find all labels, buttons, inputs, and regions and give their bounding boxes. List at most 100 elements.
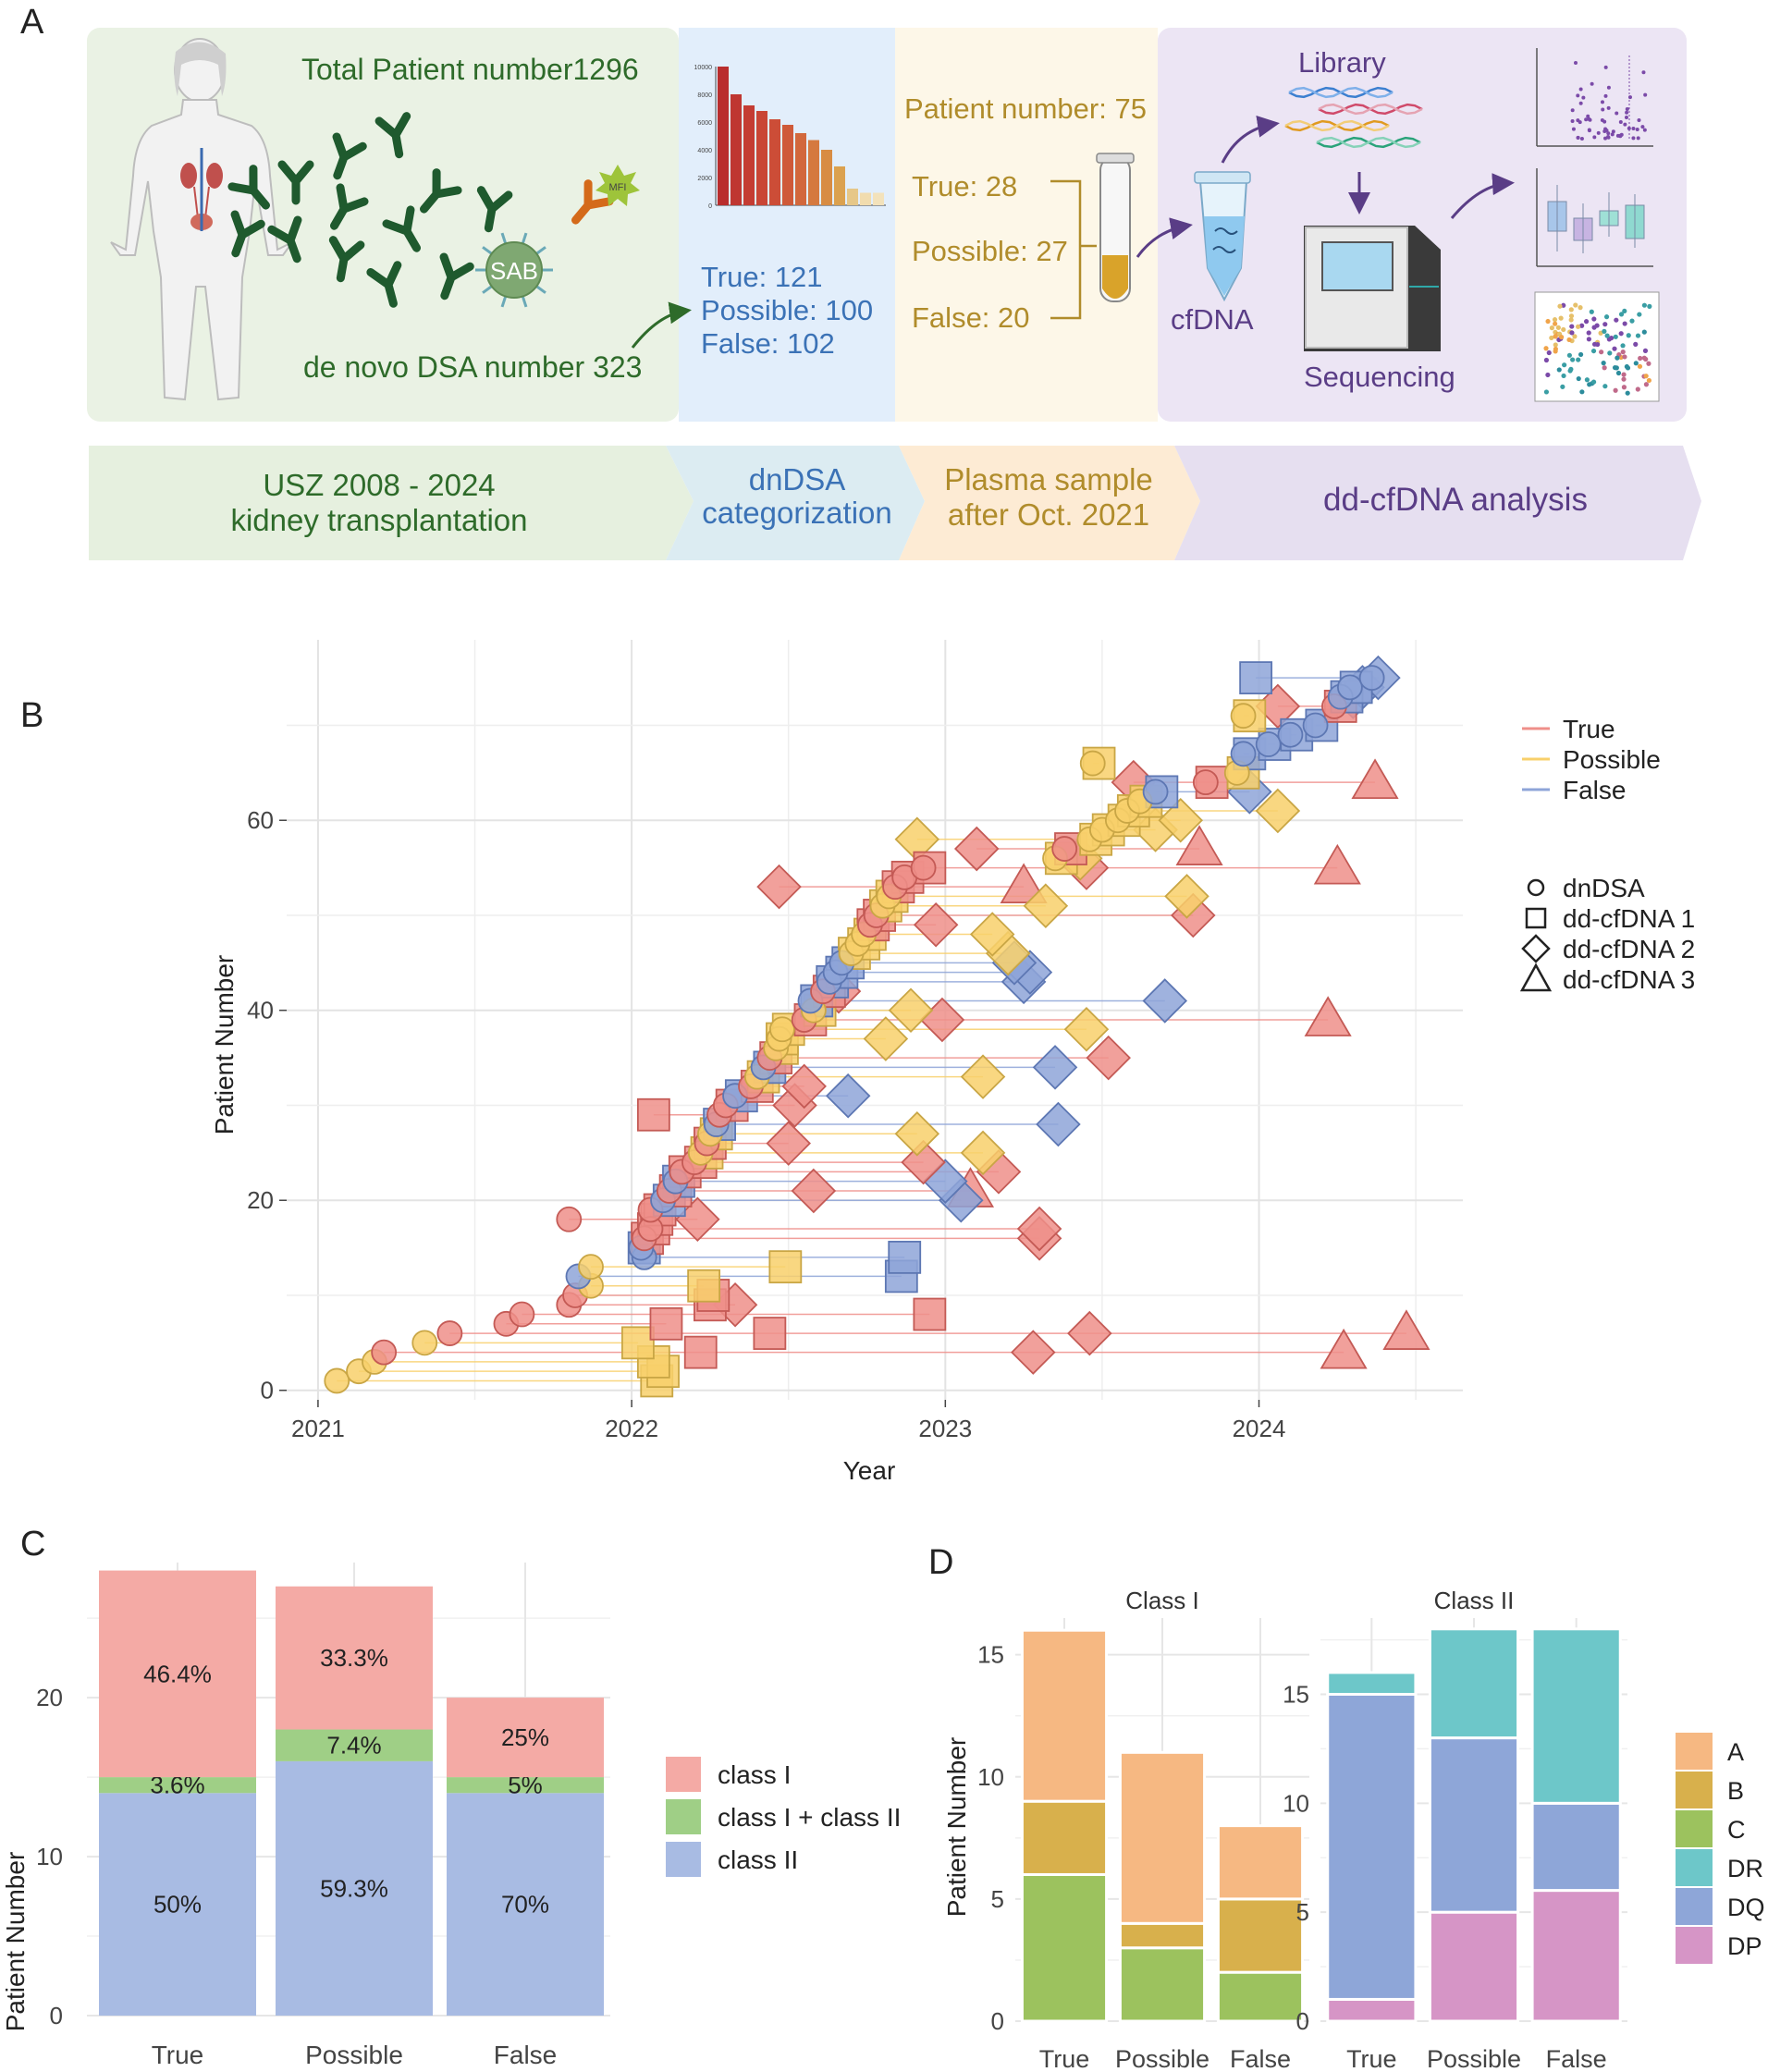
x-tick-label: 2022 [605, 1415, 658, 1442]
bar-C [1118, 1946, 1207, 2023]
mini-scatter-point [1596, 130, 1601, 135]
mini-cluster-point [1555, 325, 1561, 330]
mini-scatter-point [1615, 133, 1620, 138]
mini-scatter-point [1610, 132, 1615, 137]
step-1-line1: USZ 2008 - 2024 [263, 468, 495, 502]
mini-cluster-point [1599, 349, 1604, 355]
panel-b-points [324, 655, 1430, 1398]
dd-cfdna-1-point [1239, 661, 1273, 694]
dna-strand [1288, 86, 1394, 99]
step-4-line1: dd-cfDNA analysis [1323, 482, 1588, 518]
mini-cluster-point [1621, 376, 1627, 382]
sequencer-icon [1304, 226, 1441, 351]
mini-cluster-point [1579, 389, 1585, 395]
legend-swatch-DR [1676, 1849, 1713, 1886]
plasma-false: False: 20 [912, 301, 1030, 334]
total-patient-number: Total Patient number1296 [301, 53, 639, 86]
mini-scatter-point [1603, 65, 1608, 69]
legend-circle-icon [1527, 878, 1545, 897]
bar-label-classI: 33.3% [320, 1644, 388, 1672]
mini-scatter-point [1640, 125, 1645, 129]
plasma-bracket [1050, 179, 1097, 320]
dd-cfdna-2-point [1036, 1101, 1081, 1147]
dd-cfdna-2-point [913, 901, 959, 948]
bar-B [1118, 1921, 1207, 1950]
antibody-icon [332, 132, 367, 180]
legend-label-triangle: dd-cfDNA 3 [1563, 965, 1695, 994]
dndsa-point [910, 854, 937, 881]
mini-cluster-point [1641, 355, 1647, 361]
bar-classI [447, 1698, 604, 1778]
mini-cluster-point [1621, 385, 1627, 390]
panel-b-ylabel: Patient Number [210, 955, 239, 1135]
antibody-icon [374, 112, 411, 159]
mini-cluster-point [1620, 349, 1626, 355]
bead-antigen-icon [482, 285, 493, 294]
legend-label-DP: DP [1727, 1932, 1762, 1960]
bar-A [1118, 1750, 1207, 1925]
bead-antigen-icon [500, 296, 508, 308]
mini-scatter-point [1606, 105, 1611, 110]
panel-b-label: B [20, 696, 43, 735]
dd-cfdna-1-point [636, 1097, 670, 1132]
mini-scatter-point [1570, 108, 1575, 113]
mini-bar-tick: 2000 [697, 176, 712, 182]
legend-diamond-icon [1521, 934, 1551, 963]
mini-scatter-point [1627, 126, 1631, 130]
mini-cluster-point [1553, 342, 1558, 348]
dd-cfdna-3-point [1320, 1328, 1368, 1369]
mini-scatter-point [1631, 126, 1636, 130]
mini-cluster-point [1615, 370, 1622, 376]
antibody-icons [227, 112, 614, 308]
y-tick-label: 10 [36, 1843, 63, 1870]
bar-DP [1530, 1889, 1622, 2023]
dd-cfdna-3-point [1000, 863, 1048, 904]
legend-label-false: False [1563, 776, 1626, 804]
mini-scatter-point [1579, 136, 1584, 141]
mini-scatter-point [1625, 107, 1629, 112]
legend-swatch-classI [666, 1757, 701, 1792]
mini-cluster-point [1546, 349, 1552, 356]
mini-bar [795, 133, 806, 205]
mini-bar [834, 166, 845, 205]
bar-A [1216, 1824, 1305, 1901]
mini-cluster-point [1618, 331, 1624, 337]
mini-scatter-point [1584, 117, 1589, 122]
mini-scatter-point [1581, 95, 1586, 100]
mini-cluster-point [1601, 361, 1606, 366]
mini-cluster-point [1620, 343, 1626, 349]
mini-scatter-point [1602, 119, 1607, 124]
y-tick-label: 20 [247, 1186, 274, 1214]
dd-cfdna-2-point [1255, 683, 1301, 729]
bar-classI [99, 1570, 256, 1778]
mini-cluster-point [1613, 334, 1618, 339]
mini-scatter-point [1603, 93, 1608, 98]
mini-cluster-point [1575, 324, 1581, 329]
x-tick-label: True [1346, 2045, 1397, 2072]
dndsa-point [1255, 731, 1282, 757]
legend-swatch-C [1676, 1810, 1713, 1847]
dndsa-point [371, 1339, 398, 1366]
bar-classI [276, 1586, 433, 1730]
panel-c-label: C [20, 1525, 45, 1563]
mini-cluster-point [1558, 315, 1564, 321]
legend-swatch-DQ [1676, 1888, 1713, 1925]
mini-bar [808, 140, 819, 205]
mini-scatter-point [1590, 81, 1594, 86]
mini-scatter-point [1587, 129, 1591, 133]
mini-cluster-point [1609, 335, 1615, 341]
mini-cluster-point [1578, 351, 1584, 358]
dd-cfdna-2-point [756, 864, 802, 910]
plasma-true: True: 28 [912, 170, 1017, 202]
mini-scatter-point [1625, 110, 1629, 115]
y-tick-label: 10 [977, 1763, 1004, 1791]
facet-title: Class I [1125, 1587, 1198, 1614]
dd-cfdna-2-point [969, 912, 1015, 957]
antibody-icon [439, 252, 474, 300]
y-tick-label: 60 [247, 806, 274, 834]
step-2 [666, 446, 925, 560]
antibody-icon [420, 168, 462, 214]
mini-cluster-point [1545, 372, 1551, 378]
mini-cluster-point [1635, 386, 1640, 392]
